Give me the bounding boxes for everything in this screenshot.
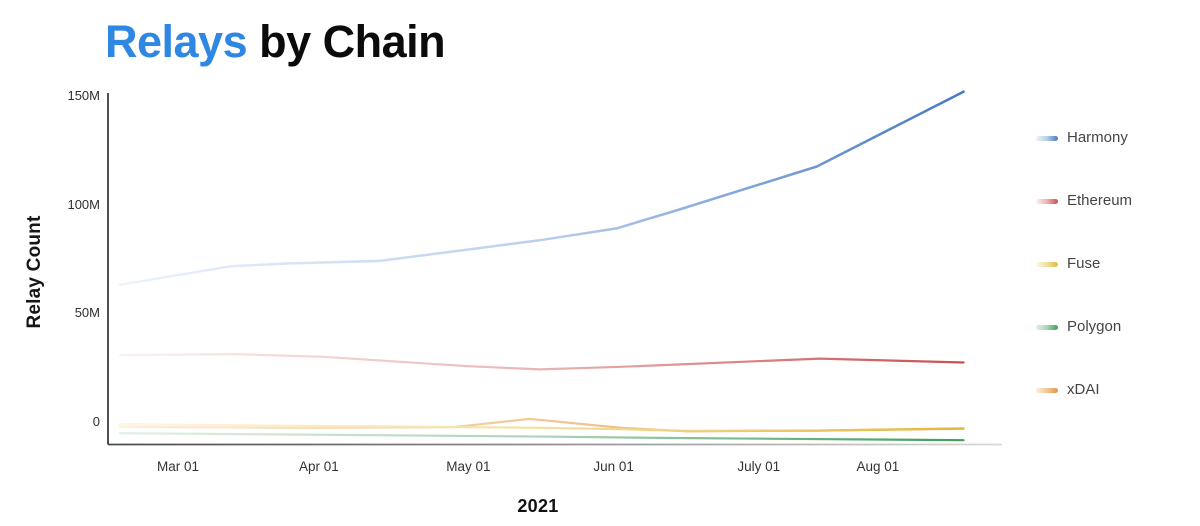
chart-title: Relays by Chain xyxy=(105,16,446,68)
legend-label-polygon: Polygon xyxy=(1067,318,1122,335)
legend-item-ethereum[interactable]: Ethereum xyxy=(1036,191,1132,211)
chart-title-highlight: Relays xyxy=(105,16,248,67)
legend: Harmony Ethereum Fuse Polygon xDAI xyxy=(1036,128,1132,443)
legend-label-harmony: Harmony xyxy=(1067,129,1128,146)
fuse-series-line xyxy=(118,423,965,433)
y-tick-label-150m: 150M xyxy=(67,88,100,103)
ethereum-series-line xyxy=(118,353,965,371)
legend-label-fuse: Fuse xyxy=(1067,255,1101,272)
polygon-line-swatch-icon xyxy=(1036,324,1058,330)
harmony-series-line xyxy=(118,90,965,287)
y-tick-label-50m: 50M xyxy=(74,305,100,320)
legend-item-harmony[interactable]: Harmony xyxy=(1036,128,1132,148)
x-tick-label-aug-01: Aug 01 xyxy=(856,459,900,474)
x-tick-label-jun-01: Jun 01 xyxy=(593,459,634,474)
harmony-line-swatch-icon xyxy=(1036,135,1058,141)
legend-label-xdai: xDAI xyxy=(1067,381,1100,398)
chart-title-rest: by Chain xyxy=(247,16,446,67)
ethereum-line-swatch-icon xyxy=(1036,198,1058,204)
xdai-line-swatch-icon xyxy=(1036,387,1058,393)
y-tick-label-0: 0 xyxy=(92,413,100,429)
polygon-series-line xyxy=(118,432,965,442)
x-axis-year-label: 2021 xyxy=(517,496,559,516)
legend-label-ethereum: Ethereum xyxy=(1067,192,1133,209)
legend-item-fuse[interactable]: Fuse xyxy=(1036,254,1132,274)
y-tick-label-100m: 100M xyxy=(67,196,100,212)
x-tick-label-may-01: May 01 xyxy=(446,459,491,474)
x-tick-label-july-01: July 01 xyxy=(737,459,781,474)
fuse-line-swatch-icon xyxy=(1036,261,1058,267)
x-tick-label-apr-01: Apr 01 xyxy=(298,459,339,474)
legend-item-polygon[interactable]: Polygon xyxy=(1036,317,1132,337)
legend-item-xdai[interactable]: xDAI xyxy=(1036,380,1132,400)
x-tick-label-mar-01: Mar 01 xyxy=(156,459,200,474)
